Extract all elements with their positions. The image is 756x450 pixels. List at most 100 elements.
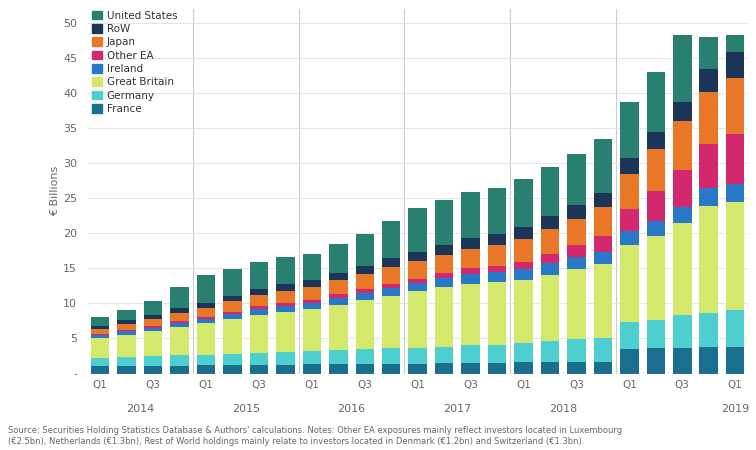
- Bar: [302, 300, 321, 303]
- Bar: [461, 274, 480, 284]
- Bar: [593, 207, 612, 236]
- Bar: [567, 269, 586, 339]
- Bar: [726, 78, 745, 134]
- Bar: [302, 364, 321, 373]
- Bar: [408, 261, 427, 279]
- Bar: [620, 158, 639, 174]
- Bar: [699, 92, 718, 144]
- Bar: [144, 319, 163, 326]
- Bar: [567, 154, 586, 205]
- Bar: [514, 279, 533, 342]
- Bar: [435, 273, 454, 278]
- Bar: [646, 191, 665, 220]
- Bar: [249, 315, 268, 353]
- Bar: [567, 205, 586, 219]
- Bar: [355, 234, 374, 266]
- Bar: [91, 366, 110, 373]
- Bar: [302, 309, 321, 351]
- Bar: [276, 257, 295, 284]
- Bar: [117, 330, 136, 332]
- Bar: [435, 244, 454, 255]
- Bar: [355, 266, 374, 274]
- Bar: [329, 305, 348, 351]
- Bar: [144, 332, 163, 356]
- Bar: [699, 144, 718, 189]
- Bar: [197, 319, 215, 323]
- Bar: [197, 308, 215, 317]
- Bar: [355, 364, 374, 374]
- Bar: [117, 320, 136, 324]
- Text: 2017: 2017: [443, 404, 472, 414]
- Bar: [435, 200, 454, 244]
- Bar: [541, 263, 559, 274]
- Bar: [223, 269, 242, 296]
- Bar: [593, 193, 612, 207]
- Bar: [302, 254, 321, 279]
- Bar: [435, 287, 454, 347]
- Text: 2019: 2019: [721, 404, 749, 414]
- Bar: [488, 189, 507, 234]
- Bar: [329, 273, 348, 280]
- Bar: [91, 333, 110, 335]
- Bar: [541, 254, 559, 263]
- Bar: [249, 289, 268, 295]
- Bar: [646, 132, 665, 149]
- Bar: [197, 317, 215, 319]
- Bar: [461, 249, 480, 268]
- Bar: [223, 365, 242, 374]
- Bar: [593, 362, 612, 374]
- Bar: [593, 338, 612, 362]
- Bar: [170, 312, 189, 321]
- Bar: [276, 303, 295, 306]
- Bar: [223, 312, 242, 314]
- Bar: [144, 301, 163, 315]
- Bar: [567, 219, 586, 245]
- Bar: [117, 332, 136, 335]
- Bar: [620, 102, 639, 158]
- Bar: [144, 326, 163, 328]
- Bar: [620, 231, 639, 245]
- Bar: [726, 53, 745, 78]
- Bar: [117, 335, 136, 357]
- Bar: [91, 317, 110, 326]
- Y-axis label: € Billions: € Billions: [51, 166, 60, 216]
- Bar: [117, 357, 136, 366]
- Bar: [302, 287, 321, 300]
- Bar: [593, 252, 612, 264]
- Bar: [170, 323, 189, 327]
- Bar: [435, 363, 454, 374]
- Bar: [91, 335, 110, 338]
- Bar: [382, 348, 401, 364]
- Bar: [329, 351, 348, 364]
- Bar: [223, 354, 242, 365]
- Bar: [567, 257, 586, 269]
- Bar: [355, 349, 374, 364]
- Bar: [144, 315, 163, 319]
- Bar: [144, 356, 163, 366]
- Bar: [699, 206, 718, 312]
- Bar: [302, 303, 321, 309]
- Bar: [567, 245, 586, 257]
- Bar: [726, 310, 745, 347]
- Bar: [673, 315, 692, 347]
- Bar: [91, 328, 110, 333]
- Bar: [488, 234, 507, 245]
- Bar: [276, 291, 295, 303]
- Bar: [541, 362, 559, 373]
- Bar: [170, 327, 189, 356]
- Bar: [355, 293, 374, 300]
- Bar: [435, 255, 454, 273]
- Bar: [593, 139, 612, 193]
- Bar: [461, 192, 480, 238]
- Bar: [276, 312, 295, 352]
- Bar: [541, 274, 559, 341]
- Bar: [646, 320, 665, 348]
- Bar: [461, 284, 480, 346]
- Bar: [249, 295, 268, 306]
- Bar: [673, 224, 692, 315]
- Bar: [541, 216, 559, 229]
- Bar: [593, 264, 612, 338]
- Bar: [117, 324, 136, 330]
- Bar: [488, 266, 507, 272]
- Bar: [197, 365, 215, 374]
